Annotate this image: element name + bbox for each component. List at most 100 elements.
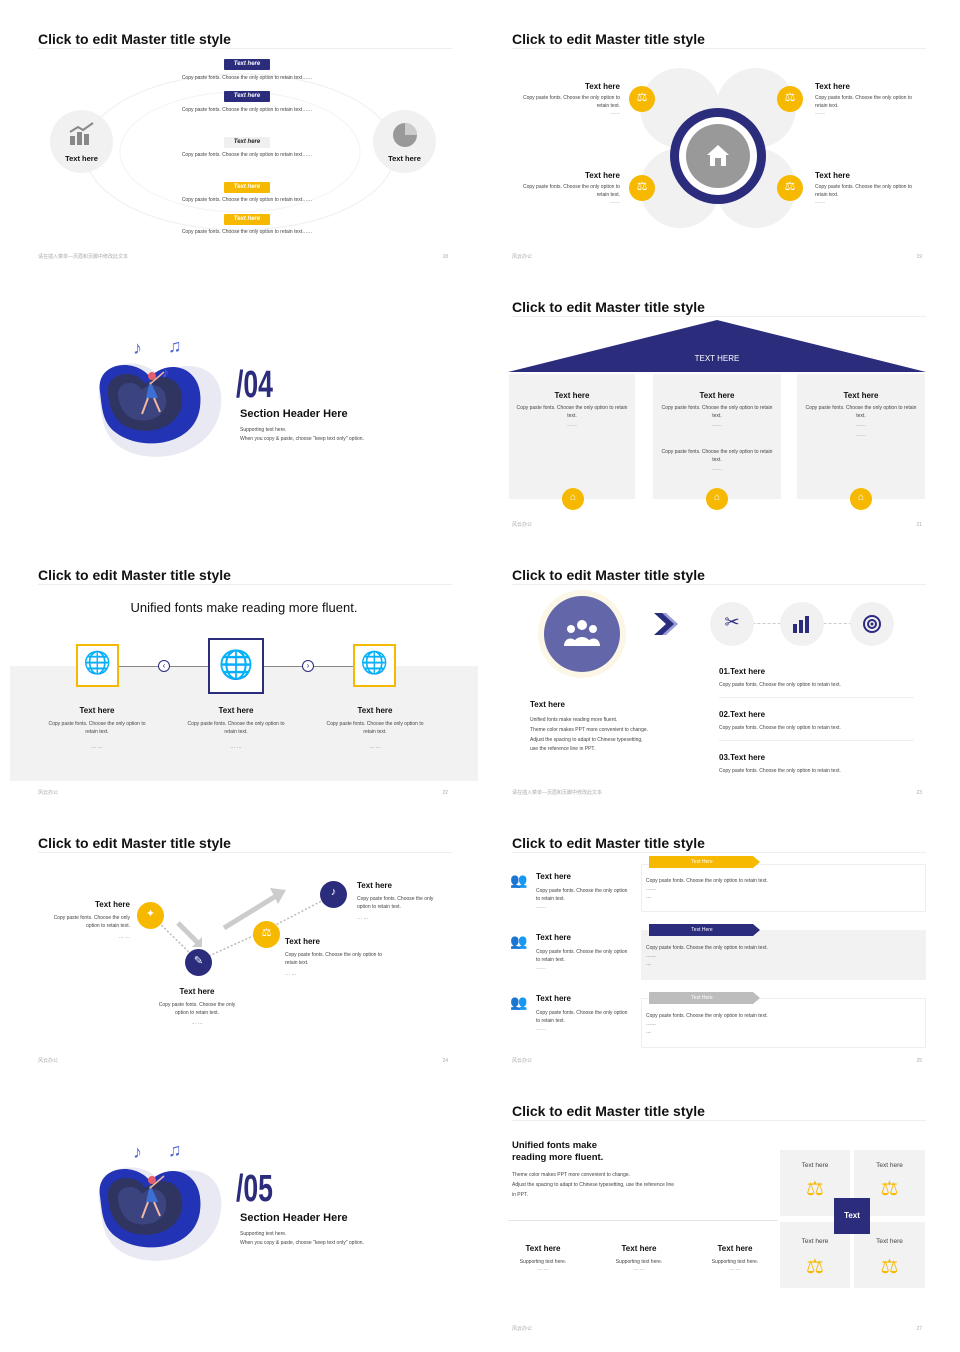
heading-line-1: Unified fonts make (512, 1140, 597, 1151)
col-title-1: Text here (79, 706, 115, 715)
subtitle: Unified fonts make reading more fluent. (130, 600, 358, 615)
title-divider (38, 852, 452, 853)
tile-label-4: Text here (876, 1238, 903, 1245)
col-title-1: Text here (554, 391, 590, 400)
map-pin-icon (562, 488, 584, 510)
dancer-illustration (98, 1167, 222, 1261)
slide-23: Click to edit Master title style ✂ Text … (484, 540, 952, 804)
row-box-1 (641, 864, 926, 912)
footer-text: 风云办公 (512, 522, 533, 528)
support-text-2: When you copy & paste, choose "keep text… (240, 1240, 364, 1246)
globe-card-3 (353, 644, 396, 687)
item-title-2: Text here (179, 987, 215, 996)
slide-26: ♪ ♫ /05 Section Header Here Supporting t… (10, 1076, 478, 1340)
row-tag-shape-2 (649, 924, 760, 936)
bar-chart-growth-icon (69, 122, 94, 145)
title-divider (512, 316, 926, 317)
slide-title: Click to edit Master title style (38, 835, 231, 851)
section-number: /04 (236, 364, 273, 406)
item-title-3: Text here (585, 171, 620, 180)
music-note-icon: ♪ (133, 1142, 142, 1162)
team-circle (544, 596, 620, 672)
globe-card-2 (208, 638, 264, 694)
slide-20: ♪ ♫ ♪ /04 Section Header Here Supporting… (10, 272, 478, 536)
slide-18: Click to edit Master title style Text he… (10, 4, 478, 268)
item-text-4: Copy paste fonts. Choose the only option… (815, 184, 913, 198)
item-text-1: Copy paste fonts. Choose the only option… (522, 95, 620, 109)
item-title-4: Text here (357, 881, 392, 890)
support-text-2: When you copy & paste, choose "keep text… (240, 436, 364, 442)
title-divider (38, 584, 452, 585)
section-header: Section Header Here (240, 408, 348, 420)
tag-4: Text here (224, 182, 270, 193)
footer-text: 风云办公 (512, 1326, 533, 1332)
globe-icon: 🌐 (360, 650, 389, 675)
page-number: 18 (442, 254, 448, 260)
col-text-3: Copy paste fonts. Choose the only option… (805, 405, 917, 419)
footer-text: 风云办公 (512, 254, 533, 260)
item-title-1: 01.Text here (719, 667, 766, 676)
tag-5: Text here (224, 214, 270, 225)
row-tag-shape-3 (649, 992, 760, 1004)
slide-title: Click to edit Master title style (38, 567, 231, 583)
row-tag-3: Text Here (691, 995, 713, 1001)
col-title-2: Text here (218, 706, 254, 715)
next-arrow-icon[interactable] (302, 660, 314, 672)
col-title-3: Text here (843, 391, 879, 400)
target-icon (863, 615, 881, 633)
footer-text: 请在插入菜单—页眉和页脚中修改此文本 (38, 254, 129, 260)
page-number: 19 (916, 254, 922, 260)
people-icon: 👥 (510, 872, 528, 888)
section-number: /05 (236, 1168, 273, 1210)
slide-title: Click to edit Master title style (512, 1103, 705, 1119)
people-icon: 👥 (510, 994, 528, 1010)
scales-icon (629, 86, 655, 112)
footer-text: 风云办公 (38, 790, 59, 796)
scales-icon: ⚖ (880, 1256, 899, 1278)
item-text-1: Copy paste fonts. Choose the only option… (181, 75, 313, 81)
row-tag-2: Text Here (691, 927, 713, 933)
col-text-1: Copy paste fonts. Choose the only option… (516, 405, 628, 419)
slide-21: Click to edit Master title style TEXT HE… (484, 272, 952, 536)
slide-title: Click to edit Master title style (512, 835, 705, 851)
pie-chart-icon (393, 123, 417, 147)
tag-3: Text here (224, 137, 270, 148)
music-note-icon: ♫ (168, 336, 182, 356)
title-divider (512, 1120, 926, 1121)
left-title: Text here (530, 700, 565, 709)
scales-icon: ⚖ (806, 1256, 824, 1278)
slide-title: Click to edit Master title style (512, 299, 705, 315)
footer-text: 风云办公 (512, 1058, 533, 1064)
tile-label-1: Text here (801, 1162, 829, 1169)
item-title-2: 02.Text here (719, 710, 766, 719)
column-card-2 (653, 374, 781, 499)
title-divider (512, 584, 926, 585)
page-number: 23 (916, 790, 922, 796)
col-text-3: Copy paste fonts. Choose the only option… (326, 721, 424, 735)
scales-icon (253, 921, 280, 948)
globe-card-1 (76, 644, 119, 687)
prev-arrow-icon[interactable] (158, 660, 170, 672)
tile-label-2: Text here (876, 1162, 903, 1169)
col-text-2: Copy paste fonts. Choose the only option… (187, 721, 285, 735)
col-title-1: Text here (525, 1244, 561, 1253)
microphone-icon (185, 949, 212, 976)
item-title-1: Text here (95, 900, 130, 909)
col-text-2: Copy paste fonts. Choose the only option… (661, 405, 773, 419)
page-number: 21 (916, 522, 922, 528)
row-box-2 (641, 930, 926, 980)
music-note-icon: ♪ (162, 364, 169, 380)
heading-line-2: reading more fluent. (512, 1152, 604, 1163)
slide-19: Click to edit Master title style ⚖ ⚖ ⚖ ⚖… (484, 4, 952, 268)
music-note-icon: ♫ (168, 1140, 182, 1160)
slide-22: Click to edit Master title style Unified… (10, 540, 478, 804)
scales-icon (777, 175, 803, 201)
title-divider (38, 48, 452, 49)
item-text-5: Copy paste fonts. Choose the only option… (181, 229, 313, 235)
people-icon: 👥 (510, 933, 528, 949)
col-title-2: Text here (699, 391, 735, 400)
row-title-3: Text here (536, 994, 571, 1003)
scales-icon: ⚖ (880, 1178, 899, 1200)
support-text-1: Supporting text here. (240, 1231, 287, 1237)
row-tag-1: Text Here (691, 859, 713, 865)
